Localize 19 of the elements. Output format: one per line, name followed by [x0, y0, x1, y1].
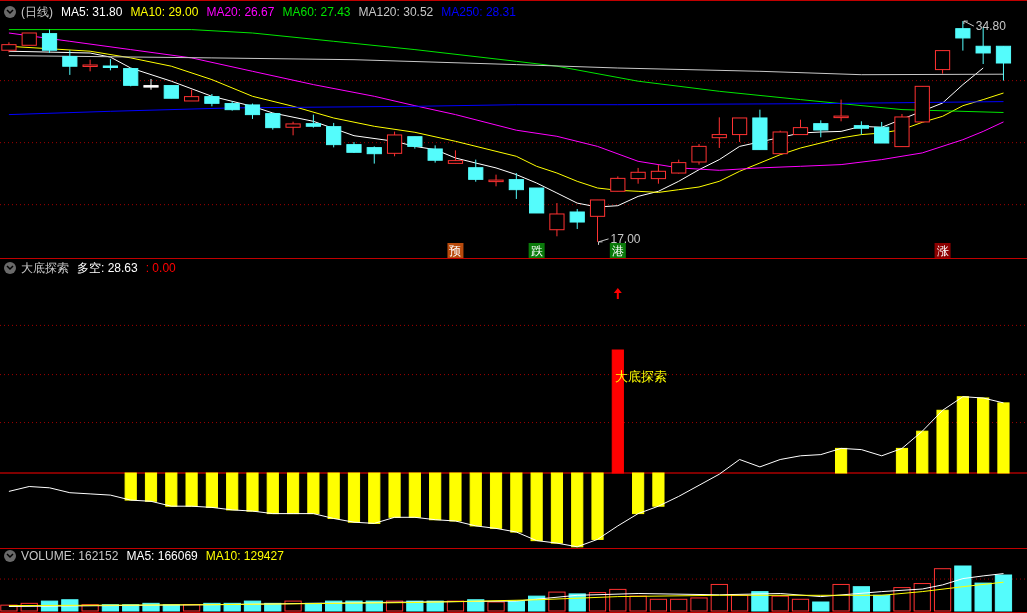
text: MA10: 29.00	[130, 5, 199, 19]
chart-title: VOLUME: 162152	[21, 549, 119, 563]
text: MA20: 26.67	[206, 5, 275, 19]
text: MA120: 30.52	[358, 5, 434, 19]
x-tick-label: 跌	[530, 244, 543, 258]
text: 多空: 28.63	[77, 261, 139, 275]
text: MA5: 31.80	[61, 5, 123, 19]
text: MA250: 28.31	[441, 5, 517, 19]
text: MA10: 129427	[205, 549, 285, 563]
x-tick-label: 预	[449, 244, 462, 258]
annotation: 34.80	[975, 19, 1007, 34]
text: : 0.00	[145, 261, 177, 275]
annotation: 17.00	[610, 231, 641, 246]
text: MA5: 166069	[126, 549, 199, 563]
chart-title: 大底探索	[21, 261, 69, 275]
x-tick-label: 涨	[936, 244, 949, 258]
chart-title: (日线)	[21, 5, 53, 19]
series-label: MA60: 27.43	[282, 5, 351, 19]
x-tick-label: 港	[611, 244, 624, 258]
